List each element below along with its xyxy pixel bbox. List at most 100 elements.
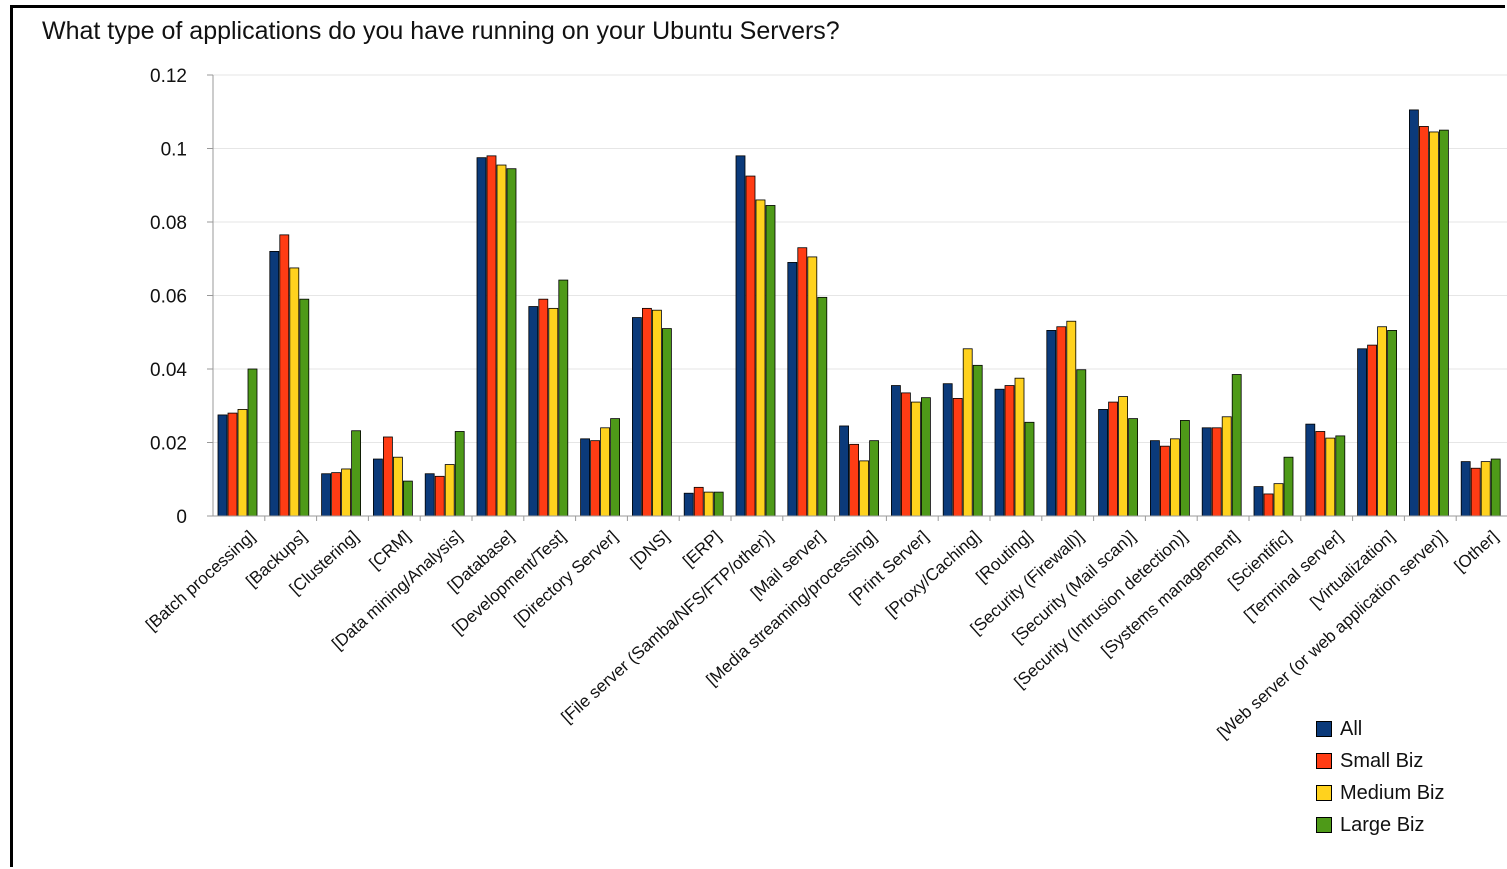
bar-all	[476, 157, 487, 517]
axes	[212, 75, 1507, 521]
bar-small-biz	[1315, 431, 1326, 517]
bar-all	[839, 425, 849, 517]
bar-medium-biz	[341, 468, 352, 517]
bar-medium-biz	[392, 456, 403, 517]
bar-small-biz	[434, 475, 445, 517]
y-tick-label: 0.06	[150, 287, 187, 308]
bar-medium-biz	[859, 460, 869, 517]
chart-title: What type of applications do you have ru…	[42, 17, 840, 45]
bar-medium-biz	[444, 464, 455, 517]
bar-small-biz	[382, 436, 393, 517]
y-tick-labels: 0 0.02 0.04 0.06 0.08 0.1 0.12	[150, 66, 187, 528]
bar-medium-biz	[1429, 131, 1439, 517]
bar-large-biz	[921, 397, 931, 517]
y-tick-label: 0.08	[150, 213, 187, 234]
bar-small-biz	[1367, 344, 1377, 517]
bar-medium-biz	[548, 307, 559, 517]
bar-small-biz	[331, 472, 342, 517]
bar-all	[994, 388, 1005, 517]
bar-medium-biz	[237, 409, 248, 517]
bar-medium-biz	[1066, 320, 1077, 517]
bar-large-biz	[1439, 129, 1449, 517]
bar-medium-biz	[1221, 416, 1232, 517]
bar-small-biz	[901, 392, 911, 517]
bar-all	[1253, 486, 1264, 517]
bar-small-biz	[227, 412, 238, 517]
y-tick-label: 0.02	[150, 434, 187, 455]
bar-medium-biz	[1170, 438, 1180, 517]
legend-label: Small Biz	[1340, 749, 1424, 772]
bar-medium-biz	[1325, 437, 1336, 517]
legend-item: Small Biz	[1316, 745, 1444, 777]
bar-medium-biz	[652, 309, 662, 517]
bar-small-biz	[1419, 126, 1429, 517]
y-tick-label: 0.1	[161, 140, 187, 161]
bar-small-biz	[486, 155, 497, 517]
x-tick-label: [CRM]	[366, 527, 415, 573]
bar-large-biz	[610, 418, 620, 517]
bar-small-biz	[642, 307, 652, 517]
bar-large-biz	[662, 328, 672, 517]
bar-all	[683, 492, 694, 517]
bar-all	[1460, 461, 1471, 517]
bar-medium-biz	[1118, 396, 1128, 517]
bar-large-biz	[1180, 420, 1190, 517]
y-tick-label: 0.12	[150, 66, 187, 87]
bar-large-biz	[1231, 374, 1242, 517]
bar-large-biz	[765, 205, 776, 517]
gridlines	[207, 74, 1507, 517]
y-tick-label: 0	[176, 507, 187, 528]
bar-small-biz	[279, 234, 290, 517]
legend-item: Medium Biz	[1316, 777, 1444, 809]
bar-large-biz	[558, 279, 569, 517]
legend: All Small Biz Medium Biz Large Biz	[1316, 713, 1444, 841]
bar-small-biz	[849, 443, 859, 517]
legend-item: All	[1316, 713, 1444, 745]
legend-label: Large Biz	[1340, 813, 1425, 836]
bar-all	[735, 155, 746, 517]
bar-medium-biz	[1014, 377, 1025, 517]
bar-small-biz	[693, 486, 704, 517]
y-tick-label: 0.04	[150, 360, 187, 381]
bar-all	[321, 473, 332, 517]
bar-large-biz	[713, 491, 724, 517]
bar-small-biz	[1263, 493, 1274, 517]
bar-medium-biz	[807, 256, 818, 517]
bar-all	[1201, 427, 1212, 517]
bar-medium-biz	[1480, 461, 1491, 517]
bar-small-biz	[1211, 427, 1222, 517]
bar-small-biz	[538, 298, 549, 517]
x-tick-label: [Batch processing]	[142, 527, 259, 635]
x-tick-label: [ERP]	[679, 527, 725, 571]
legend-label: Medium Biz	[1340, 781, 1445, 804]
bar-medium-biz	[962, 348, 973, 517]
bar-all	[580, 438, 590, 517]
legend-swatch	[1316, 721, 1332, 737]
bar-large-biz	[869, 440, 879, 517]
x-tick-label: [DNS]	[627, 527, 673, 571]
bar-large-biz	[1024, 421, 1035, 517]
bar-all	[1305, 423, 1316, 517]
bar-small-biz	[745, 175, 756, 517]
bar-all	[1098, 409, 1108, 517]
bar-large-biz	[1076, 369, 1087, 517]
bar-all	[269, 250, 280, 517]
bar-all	[1150, 440, 1160, 517]
x-tick-label: [Other]	[1451, 527, 1502, 576]
bar-large-biz	[351, 430, 362, 517]
bar-all	[1046, 330, 1057, 517]
bar-large-biz	[1128, 418, 1138, 517]
legend-label: All	[1340, 717, 1363, 740]
bar-all	[1409, 109, 1419, 517]
bar-all	[632, 317, 642, 517]
bar-medium-biz	[1377, 326, 1387, 517]
legend-swatch	[1316, 753, 1332, 769]
bar-large-biz	[454, 431, 465, 517]
bar-medium-biz	[911, 401, 921, 517]
bar-small-biz	[1004, 385, 1015, 517]
bar-large-biz	[247, 368, 258, 517]
bar-medium-biz	[600, 427, 610, 517]
legend-item: Large Biz	[1316, 809, 1444, 841]
bar-all	[424, 473, 435, 517]
